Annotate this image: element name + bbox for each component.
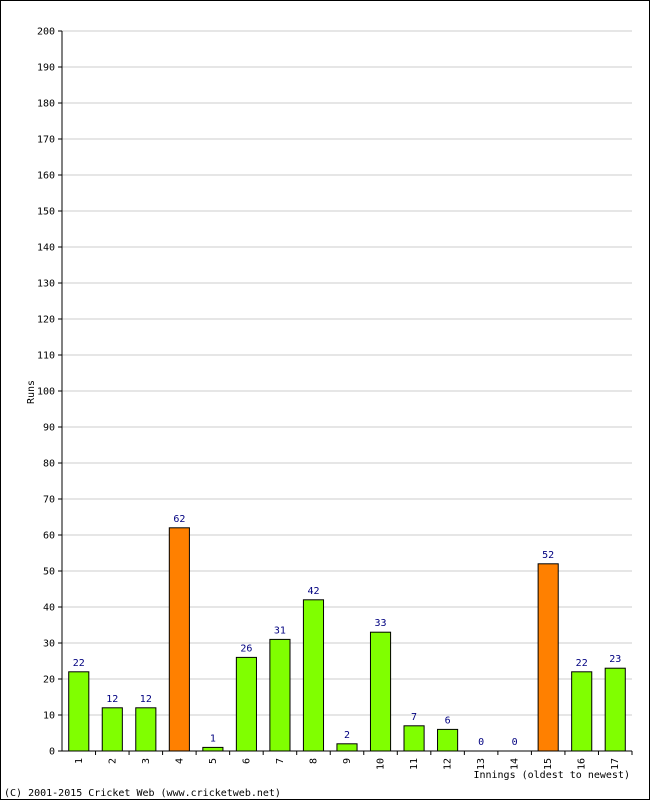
bar (336, 743, 358, 752)
x-tick-label: 7 (275, 758, 286, 764)
y-tick-label: 20 (43, 675, 55, 686)
y-tick-label: 0 (49, 747, 55, 758)
copyright-text: (C) 2001-2015 Cricket Web (www.cricketwe… (4, 788, 281, 799)
x-tick-label: 13 (476, 758, 487, 770)
bar (269, 638, 291, 752)
y-tick-label: 70 (43, 495, 55, 506)
x-tick-label: 17 (610, 758, 621, 770)
data-label: 31 (274, 625, 286, 636)
axis-layer (58, 30, 633, 755)
data-label: 0 (512, 737, 518, 748)
data-label: 7 (411, 712, 417, 723)
x-tick-label: 9 (342, 758, 353, 764)
y-tick-label: 60 (43, 531, 55, 542)
x-tick-label: 6 (241, 758, 252, 764)
bar (68, 671, 90, 752)
y-tick-label: 190 (37, 63, 55, 74)
y-axis-title: Runs (26, 380, 37, 404)
data-label: 26 (240, 643, 252, 654)
data-label: 23 (609, 654, 621, 665)
data-label: 62 (173, 514, 185, 525)
y-tick-label: 150 (37, 207, 55, 218)
data-label: 1 (210, 733, 216, 744)
y-tick-label: 80 (43, 459, 55, 470)
bar (604, 667, 626, 752)
data-label: 33 (375, 618, 387, 629)
x-tick-label: 1 (74, 758, 85, 764)
bar (235, 656, 257, 752)
y-tick-label: 90 (43, 423, 55, 434)
y-tick-label: 50 (43, 567, 55, 578)
y-tick-label: 40 (43, 603, 55, 614)
y-tick-label: 130 (37, 279, 55, 290)
data-label: 42 (307, 586, 319, 597)
y-tick-label: 180 (37, 99, 55, 110)
data-label: 0 (478, 737, 484, 748)
y-tick-label: 120 (37, 315, 55, 326)
data-label: 6 (445, 715, 451, 726)
y-tick-label: 200 (37, 27, 55, 38)
data-label: 2 (344, 730, 350, 741)
grid-layer (62, 30, 632, 716)
data-label: 22 (576, 658, 588, 669)
y-tick-label: 170 (37, 135, 55, 146)
x-tick-label: 14 (510, 758, 521, 770)
x-tick-label: 16 (577, 758, 588, 770)
y-tick-label: 160 (37, 171, 55, 182)
data-label: 12 (106, 694, 118, 705)
x-tick-label: 5 (208, 758, 219, 764)
x-tick-label: 3 (141, 758, 152, 764)
y-tick-label: 110 (37, 351, 55, 362)
labels-layer: 0102030405060708090100110120130140150160… (37, 27, 621, 771)
data-label: 52 (542, 550, 554, 561)
bar (168, 527, 190, 752)
x-tick-label: 10 (376, 758, 387, 770)
x-tick-label: 15 (543, 758, 554, 770)
bar (101, 707, 123, 752)
y-tick-label: 30 (43, 639, 55, 650)
x-tick-label: 2 (107, 758, 118, 764)
x-tick-label: 8 (308, 758, 319, 764)
y-tick-label: 140 (37, 243, 55, 254)
x-tick-label: 12 (443, 758, 454, 770)
bar (202, 746, 224, 752)
bar (302, 599, 325, 752)
x-tick-label: 11 (409, 758, 420, 770)
y-tick-label: 100 (37, 387, 55, 398)
x-tick-label: 4 (174, 758, 185, 764)
bar (403, 725, 425, 752)
bars-layer (68, 527, 626, 752)
y-tick-label: 10 (43, 711, 55, 722)
bar (135, 707, 157, 752)
bar (437, 728, 459, 752)
bar (537, 563, 559, 752)
data-label: 22 (73, 658, 85, 669)
data-label: 12 (140, 694, 152, 705)
x-axis-title: Innings (oldest to newest) (473, 770, 630, 781)
bar (571, 671, 593, 752)
bar (369, 631, 392, 752)
